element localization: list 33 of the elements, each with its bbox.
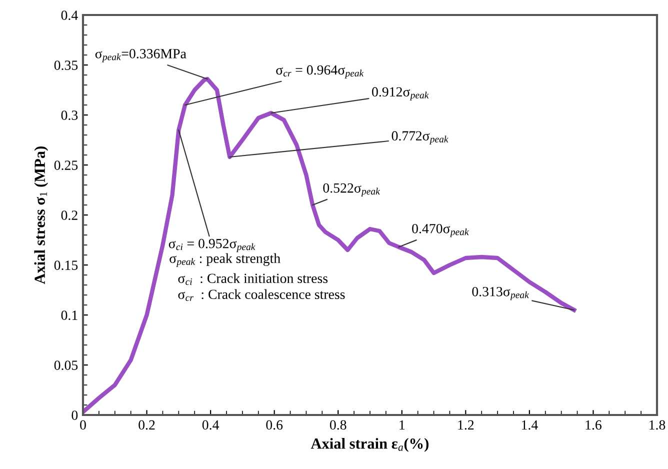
annotation: σ$_{peak}$ : peak strength <box>170 253 280 267</box>
annotation: σ$_{peak}$=0.336MPa <box>95 49 186 62</box>
y-tick-label: 0.15 <box>54 260 78 270</box>
annotation: σ$_{ci}$ : Crack initiation stress <box>178 273 328 285</box>
y-axis-title: Axial stress σ$_{1}$ (MPa) <box>34 146 48 284</box>
x-tick-label: 1.2 <box>458 420 474 430</box>
x-tick-label: 1.8 <box>650 420 666 430</box>
x-tick-label: 0.8 <box>330 420 346 430</box>
y-tick-label: 0.1 <box>61 310 78 320</box>
x-tick-label: 1 <box>400 420 405 430</box>
y-tick-label: 0.35 <box>54 60 78 70</box>
x-tick-label: 1.4 <box>522 420 538 430</box>
y-tick-label: 0.4 <box>61 10 78 20</box>
x-tick-label: 1.6 <box>586 420 602 430</box>
annotation: 0.772σ$_{peak}$ <box>392 131 448 144</box>
annotation: 0.522σ$_{peak}$ <box>323 183 380 197</box>
y-tick-label: 0 <box>72 410 78 420</box>
y-tick-label: 0.3 <box>61 110 78 120</box>
x-tick-label: 0.4 <box>202 420 220 430</box>
annotation: 0.313σ$_{peak}$ <box>472 286 529 300</box>
annotation: 0.912σ$_{peak}$ <box>372 87 429 100</box>
y-tick-label: 0.25 <box>54 160 78 170</box>
annotation: σ$_{cr}$ = 0.964σ$_{peak}$ <box>276 65 364 78</box>
annotation: 0.470σ$_{peak}$ <box>412 224 469 238</box>
x-axis-title: Axial strain ε$_{a}$(%) <box>310 438 428 452</box>
y-tick-label: 0.2 <box>61 210 78 220</box>
annotation: σ$_{cr}$ : Crack coalescence stress <box>178 289 345 301</box>
x-tick-label: 0.2 <box>138 420 155 430</box>
y-tick-label: 0.05 <box>54 360 78 370</box>
annotation: σ$_{ci}$ = 0.952σ$_{peak}$ <box>168 238 256 252</box>
x-tick-label: 0.6 <box>266 420 283 430</box>
line-series <box>83 76 576 414</box>
x-tick-label: 0 <box>80 420 86 430</box>
